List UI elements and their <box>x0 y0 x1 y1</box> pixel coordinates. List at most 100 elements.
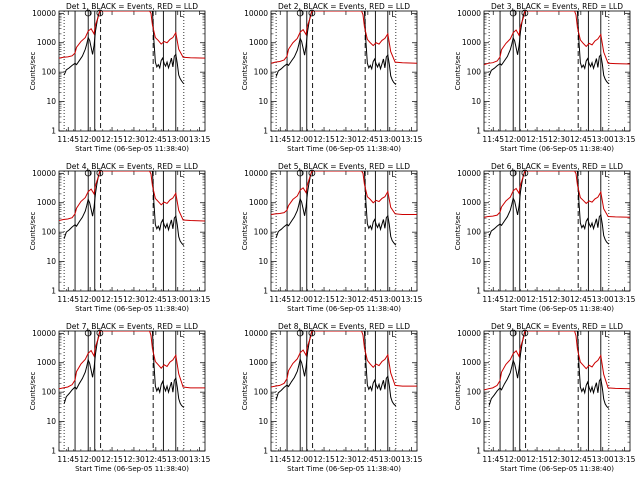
x-tick-label: 12:15 <box>313 295 335 304</box>
panel-det-8: 1 10 100 1000 10000 11:45 12:00 12:15 12:30 12:45… <box>241 322 423 473</box>
x-tick-label: 12:45 <box>145 295 167 304</box>
panel-det-1: 1 10 100 1000 10000 11:45 12:00 12:15 12:30 12:45… <box>29 2 211 153</box>
y-tick-label: 10 <box>46 257 56 266</box>
y-tick-label: 1000 <box>249 38 268 47</box>
x-tick-label: 12:00 <box>291 455 313 464</box>
series-group <box>271 331 417 407</box>
y-tick-label: 10000 <box>32 329 56 338</box>
x-axis-label: Start Time (06-Sep-05 11:38:40) <box>75 145 189 153</box>
y-tick-label: 1 <box>476 127 481 136</box>
x-tick-label: 12:15 <box>101 455 123 464</box>
y-axis-label: Counts/sec <box>241 212 249 251</box>
y-tick-label: 100 <box>467 228 482 237</box>
y-tick-label: 10000 <box>244 329 268 338</box>
y-tick-label: 10 <box>471 417 481 426</box>
x-tick-label: 12:00 <box>504 295 526 304</box>
x-tick-label: 13:15 <box>189 455 211 464</box>
x-tick-label: 12:15 <box>101 295 123 304</box>
panel-det-7: 1 10 100 1000 10000 11:45 12:00 12:15 12:30 12:45… <box>29 322 211 473</box>
y-tick-label: 1000 <box>462 358 481 367</box>
panel-title: Det 2, BLACK = Events, RED = LLD <box>278 2 410 11</box>
y-axis-label: Counts/sec <box>454 212 462 251</box>
panel-det-5: 1 10 100 1000 10000 11:45 12:00 12:15 12:30 12:45… <box>241 162 423 313</box>
events-series-line <box>275 171 397 246</box>
x-axis-label: Start Time (06-Sep-05 11:38:40) <box>75 465 189 473</box>
lld-series-line <box>484 171 630 218</box>
circle-marker <box>96 329 104 337</box>
panel-det-4: 1 10 100 1000 10000 11:45 12:00 12:15 12:30 12:45… <box>29 162 211 313</box>
x-tick-label: 13:00 <box>592 295 614 304</box>
series-group <box>271 11 417 85</box>
circle-marker <box>509 9 517 17</box>
events-series-line <box>63 11 185 85</box>
y-tick-label: 100 <box>254 228 269 237</box>
y-tick-label: 1000 <box>249 198 268 207</box>
panel-title: Det 1, BLACK = Events, RED = LLD <box>66 2 198 11</box>
y-tick-label: 10 <box>258 257 268 266</box>
x-axis-label: Start Time (06-Sep-05 11:38:40) <box>500 465 614 473</box>
panel-title: Det 5, BLACK = Events, RED = LLD <box>278 162 410 171</box>
x-tick-label: 13:00 <box>379 295 401 304</box>
circle-marker <box>509 329 517 337</box>
y-tick-label: 10 <box>46 417 56 426</box>
bracket-label: L <box>391 170 396 179</box>
x-tick-label: 12:15 <box>526 455 548 464</box>
x-axis-label: Start Time (06-Sep-05 11:38:40) <box>500 305 614 313</box>
x-tick-label: 11:45 <box>269 295 291 304</box>
y-tick-label: 100 <box>467 388 482 397</box>
x-tick-label: 12:15 <box>526 135 548 144</box>
y-tick-label: 1 <box>51 127 56 136</box>
y-tick-label: 1000 <box>37 358 56 367</box>
x-tick-label: 13:00 <box>592 135 614 144</box>
circle-marker <box>308 9 316 17</box>
x-tick-label: 13:15 <box>401 135 423 144</box>
x-tick-label: 13:15 <box>401 455 423 464</box>
circle-marker <box>96 9 104 17</box>
events-series-line <box>275 331 397 407</box>
x-tick-label: 13:00 <box>167 135 189 144</box>
y-axis-label: Counts/sec <box>241 372 249 411</box>
x-tick-label: 12:00 <box>79 295 101 304</box>
x-tick-label: 12:45 <box>145 455 167 464</box>
y-axis-label: Counts/sec <box>454 52 462 91</box>
panel-title: Det 9, BLACK = Events, RED = LLD <box>491 322 623 331</box>
y-tick-label: 100 <box>42 388 57 397</box>
x-tick-label: 12:00 <box>504 455 526 464</box>
bracket-label: L <box>179 170 184 179</box>
events-series-line <box>275 11 397 85</box>
x-tick-label: 12:45 <box>570 295 592 304</box>
x-tick-label: 13:15 <box>614 455 636 464</box>
lld-series-line <box>271 331 417 388</box>
x-tick-label: 12:30 <box>335 455 357 464</box>
bracket-label: L <box>391 330 396 339</box>
y-axis-label: Counts/sec <box>454 372 462 411</box>
y-tick-label: 1000 <box>462 198 481 207</box>
circle-marker <box>296 329 304 337</box>
y-tick-label: 1000 <box>462 38 481 47</box>
y-tick-label: 100 <box>254 68 269 77</box>
x-axis-label: Start Time (06-Sep-05 11:38:40) <box>500 145 614 153</box>
x-tick-label: 12:00 <box>291 295 313 304</box>
x-tick-label: 13:15 <box>614 295 636 304</box>
y-tick-label: 1 <box>263 127 268 136</box>
x-tick-label: 12:15 <box>313 135 335 144</box>
y-tick-label: 100 <box>42 68 57 77</box>
x-tick-label: 12:15 <box>313 455 335 464</box>
x-axis-label: Start Time (06-Sep-05 11:38:40) <box>75 305 189 313</box>
panel-title: Det 3, BLACK = Events, RED = LLD <box>491 2 623 11</box>
y-axis-label: Counts/sec <box>29 372 37 411</box>
y-tick-label: 10000 <box>244 169 268 178</box>
x-tick-label: 13:00 <box>379 455 401 464</box>
x-tick-label: 13:15 <box>189 295 211 304</box>
x-tick-label: 13:15 <box>401 295 423 304</box>
events-series-line <box>488 171 610 245</box>
x-tick-label: 12:15 <box>526 295 548 304</box>
events-series-line <box>488 331 610 409</box>
events-series-line <box>63 331 185 408</box>
x-tick-label: 12:30 <box>123 135 145 144</box>
y-tick-label: 1 <box>476 287 481 296</box>
x-tick-label: 13:15 <box>189 135 211 144</box>
bracket-label: L <box>179 330 184 339</box>
x-tick-label: 11:45 <box>482 455 504 464</box>
